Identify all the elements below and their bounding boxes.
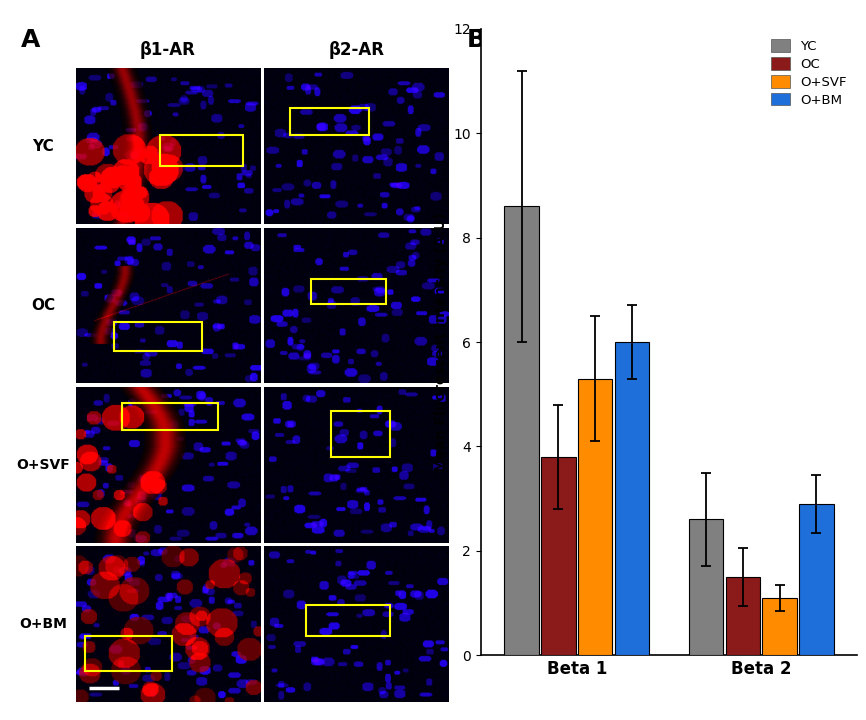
Bar — [726, 577, 759, 655]
Bar — [160, 135, 243, 166]
Text: B: B — [467, 27, 486, 52]
Legend: YC, OC, O+SVF, O+BM: YC, OC, O+SVF, O+BM — [767, 35, 850, 110]
Text: β2-AR: β2-AR — [328, 42, 385, 60]
Text: A: A — [21, 27, 40, 52]
Bar — [113, 322, 202, 351]
Bar — [289, 108, 369, 135]
Bar — [615, 342, 650, 655]
Text: OC: OC — [31, 298, 55, 313]
Bar — [307, 605, 390, 636]
Text: YC: YC — [32, 139, 55, 154]
Bar — [688, 520, 723, 655]
Bar — [541, 457, 576, 655]
Bar — [504, 207, 539, 655]
Text: O+SVF: O+SVF — [16, 458, 70, 472]
Y-axis label: Mean Fluorescent Intensity (A.U): Mean Fluorescent Intensity (A.U) — [434, 212, 448, 472]
Text: O+BM: O+BM — [19, 617, 68, 631]
Bar — [311, 279, 386, 304]
Bar — [578, 379, 612, 655]
Bar — [85, 636, 172, 671]
Bar — [799, 504, 834, 655]
Bar — [122, 403, 218, 431]
Text: β1-AR: β1-AR — [139, 42, 196, 60]
Bar — [332, 410, 390, 457]
Bar — [762, 598, 797, 655]
